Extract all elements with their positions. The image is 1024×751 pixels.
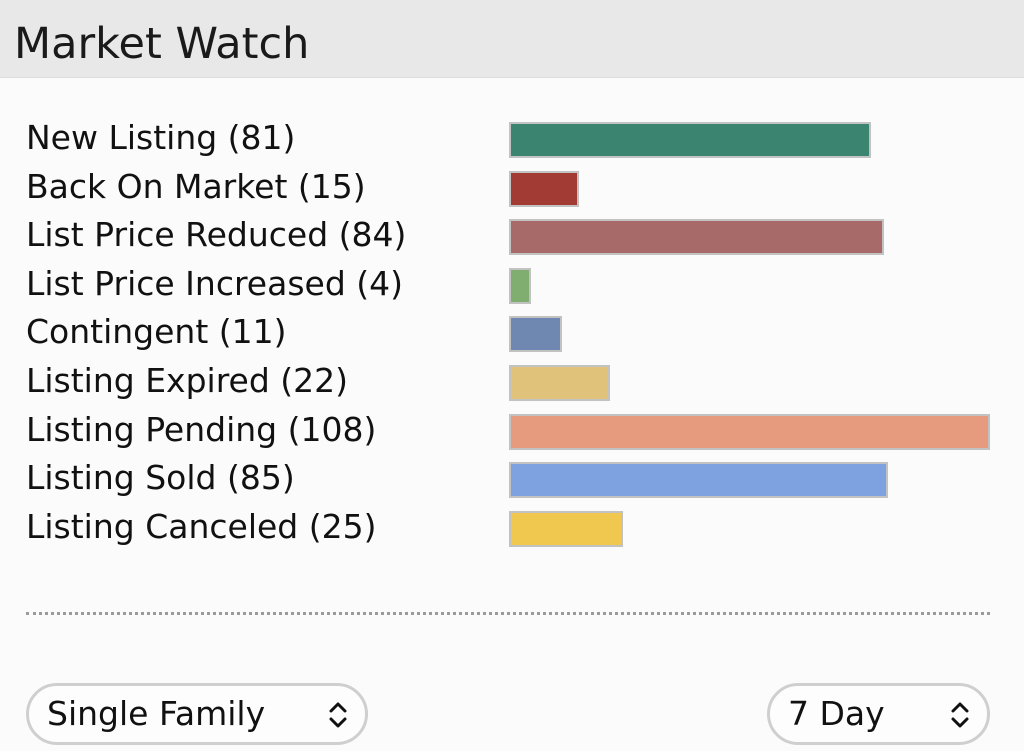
bar-track — [509, 510, 990, 547]
widget-header: Market Watch — [0, 0, 1024, 78]
bar — [509, 365, 610, 401]
updown-chevron-icon — [329, 702, 347, 728]
period-select[interactable]: 7 Day — [767, 683, 990, 745]
bar — [509, 267, 531, 304]
bar — [509, 122, 871, 158]
bar-track — [509, 462, 990, 499]
widget-title: Market Watch — [14, 19, 310, 69]
market-row-label: Listing Canceled (25) — [26, 506, 377, 546]
market-row-label: New Listing (81) — [26, 118, 296, 157]
market-row[interactable]: Contingent (11) — [0, 308, 1024, 356]
period-value: 7 Day — [788, 694, 885, 733]
bar — [509, 510, 623, 547]
market-row-label: Listing Sold (85) — [26, 458, 295, 498]
market-row[interactable]: New Listing (81) — [0, 114, 1024, 162]
bar — [509, 413, 990, 450]
market-row[interactable]: Listing Pending (108) — [0, 406, 1024, 454]
bar-track — [509, 365, 990, 401]
bar — [509, 316, 562, 353]
market-row-label: Back On Market (15) — [26, 166, 366, 206]
market-row[interactable]: Listing Canceled (25) — [0, 503, 1024, 551]
bar-track — [509, 122, 990, 158]
bar-track — [509, 170, 990, 207]
bar — [509, 462, 888, 499]
bar-track — [509, 219, 990, 256]
property-type-select[interactable]: Single Family — [26, 683, 368, 745]
market-row[interactable]: Back On Market (15) — [0, 163, 1024, 211]
market-row-label: Listing Pending (108) — [26, 409, 377, 449]
market-row-label: Listing Expired (22) — [26, 361, 349, 400]
bar — [509, 219, 884, 256]
bar-track — [509, 413, 990, 450]
market-row[interactable]: List Price Reduced (84) — [0, 211, 1024, 259]
bar-track — [509, 316, 990, 353]
updown-chevron-icon — [951, 702, 969, 728]
property-type-value: Single Family — [47, 694, 266, 733]
market-row[interactable]: Listing Sold (85) — [0, 454, 1024, 502]
market-row[interactable]: Listing Expired (22) — [0, 357, 1024, 405]
bar-track — [509, 267, 990, 304]
market-row[interactable]: List Price Increased (4) — [0, 260, 1024, 308]
bar — [509, 170, 579, 207]
market-row-label: Contingent (11) — [26, 312, 287, 352]
market-row-label: List Price Increased (4) — [26, 263, 404, 303]
market-row-label: List Price Reduced (84) — [26, 215, 407, 255]
dotted-divider — [26, 612, 990, 615]
